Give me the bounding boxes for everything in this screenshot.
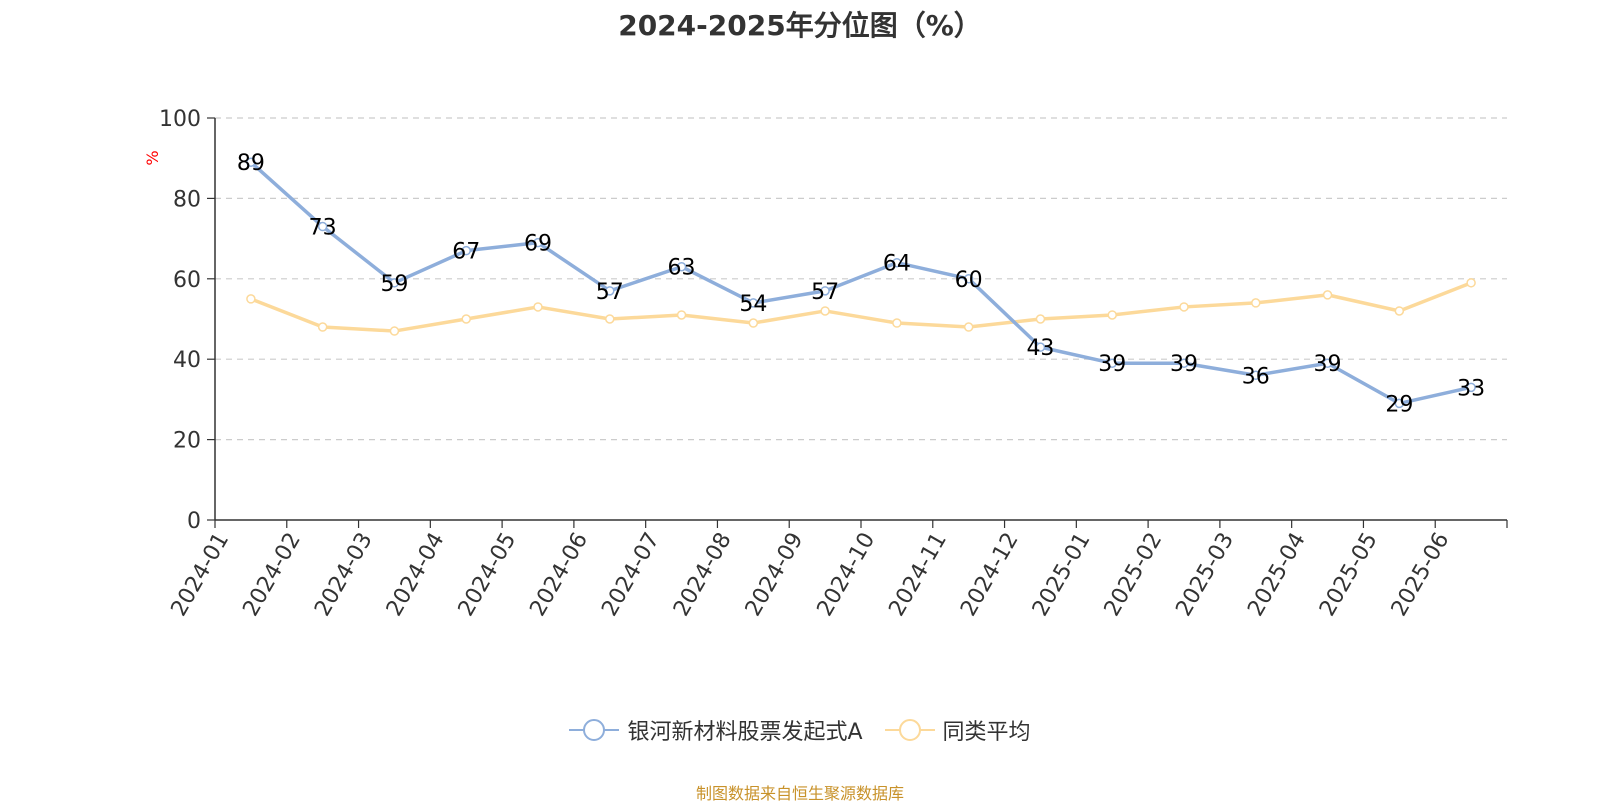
x-tick-label: 2024-06 bbox=[525, 529, 593, 621]
label-layer: 89 73 59 67 69 57 63 54 57 64 60 43 39 39 36 39 29 33 bbox=[237, 151, 1485, 417]
data-point bbox=[1394, 306, 1405, 316]
legend-item[interactable]: 同类平均 bbox=[884, 714, 1031, 746]
data-label: 60 bbox=[955, 268, 983, 293]
y-tick-label: 0 bbox=[187, 509, 201, 534]
series-line bbox=[249, 160, 1473, 406]
y-tick-label: 100 bbox=[159, 107, 201, 132]
data-point bbox=[1322, 290, 1333, 300]
series-layer bbox=[246, 157, 1476, 409]
legend: 银河新材料股票发起式A 同类平均 bbox=[0, 714, 1600, 746]
data-point bbox=[1394, 398, 1405, 409]
legend-symbol-icon bbox=[569, 719, 620, 741]
data-point bbox=[963, 274, 974, 284]
data-point bbox=[1179, 302, 1189, 312]
data-label: 64 bbox=[883, 252, 911, 277]
data-point bbox=[748, 298, 759, 308]
source-note: 制图数据来自恒生聚源数据库 bbox=[695, 784, 904, 803]
x-tick-label: 2024-12 bbox=[956, 529, 1024, 621]
data-point bbox=[1107, 310, 1117, 320]
data-label: 57 bbox=[596, 280, 624, 305]
data-point bbox=[1107, 358, 1117, 368]
data-point bbox=[820, 286, 830, 296]
data-label: 39 bbox=[1170, 352, 1198, 377]
data-label: 54 bbox=[739, 292, 767, 317]
data-point bbox=[1035, 342, 1046, 352]
data-point bbox=[1179, 358, 1189, 368]
data-point bbox=[963, 322, 974, 332]
data-label: 73 bbox=[309, 216, 337, 241]
data-label: 39 bbox=[1314, 352, 1342, 377]
data-label: 29 bbox=[1385, 392, 1413, 417]
x-tick-label: 2025-02 bbox=[1100, 529, 1168, 621]
data-point bbox=[1251, 370, 1261, 381]
x-tick-label: 2024-04 bbox=[382, 529, 450, 621]
data-point bbox=[605, 314, 615, 324]
x-tick-label: 2024-02 bbox=[238, 529, 306, 621]
x-tick-label: 2025-05 bbox=[1315, 529, 1383, 621]
data-point bbox=[533, 302, 543, 312]
legend-marker bbox=[898, 719, 921, 741]
data-point bbox=[317, 221, 328, 232]
y-tick-label: 40 bbox=[173, 348, 201, 373]
data-point bbox=[605, 286, 615, 296]
x-tick-label: 2024-05 bbox=[454, 529, 522, 621]
legend-label: 同类平均 bbox=[942, 720, 1031, 745]
legend-marker bbox=[583, 719, 606, 741]
x-tick-label: 2025-03 bbox=[1171, 529, 1239, 621]
data-label: 43 bbox=[1026, 336, 1054, 361]
x-tick-label: 2024-07 bbox=[597, 529, 665, 621]
data-point bbox=[1035, 314, 1046, 324]
x-tick-label: 2024-01 bbox=[167, 529, 235, 621]
data-point bbox=[389, 278, 400, 288]
chart-title: 2024-2025年分位图（%） bbox=[618, 9, 982, 42]
data-point bbox=[748, 318, 759, 328]
data-point bbox=[820, 306, 830, 316]
data-point bbox=[676, 310, 687, 320]
data-point bbox=[1466, 278, 1476, 288]
x-tick-label: 2025-06 bbox=[1387, 529, 1455, 621]
x-tick-label: 2024-03 bbox=[310, 529, 378, 621]
legend-label: 银河新材料股票发起式A bbox=[627, 720, 863, 745]
x-tick-label: 2024-10 bbox=[813, 529, 881, 621]
y-axis-label: % bbox=[143, 150, 162, 165]
data-point bbox=[389, 326, 400, 336]
series-line bbox=[249, 281, 1473, 333]
data-label: 67 bbox=[452, 240, 480, 265]
x-tick-label: 2025-04 bbox=[1243, 529, 1311, 621]
data-point bbox=[676, 261, 687, 272]
y-tick-label: 80 bbox=[173, 187, 201, 212]
y-tick-label: 20 bbox=[173, 429, 201, 454]
data-point bbox=[246, 294, 256, 304]
y-tick-label: 60 bbox=[173, 268, 201, 293]
data-label: 69 bbox=[524, 232, 552, 257]
data-label: 59 bbox=[380, 272, 408, 297]
legend-item[interactable]: 银河新材料股票发起式A bbox=[569, 714, 863, 746]
x-tick-label: 2024-09 bbox=[741, 529, 809, 621]
x-tick-label: 2024-08 bbox=[669, 529, 737, 621]
data-point bbox=[317, 322, 328, 332]
data-point bbox=[461, 314, 471, 324]
data-point bbox=[1251, 298, 1261, 308]
data-label: 36 bbox=[1242, 364, 1270, 389]
data-point bbox=[533, 237, 543, 248]
data-point bbox=[246, 157, 256, 167]
data-point bbox=[1322, 358, 1333, 368]
data-point bbox=[1466, 382, 1476, 393]
data-label: 89 bbox=[237, 151, 265, 176]
data-label: 33 bbox=[1457, 376, 1485, 401]
x-tick-label: 2024-11 bbox=[884, 529, 952, 621]
data-label: 57 bbox=[811, 280, 839, 305]
data-point bbox=[892, 318, 902, 328]
x-tick-label: 2025-01 bbox=[1028, 529, 1096, 621]
data-label: 63 bbox=[668, 256, 696, 281]
grid-layer bbox=[215, 117, 1507, 441]
data-label: 39 bbox=[1098, 352, 1126, 377]
data-point bbox=[461, 245, 471, 256]
legend-symbol-icon bbox=[884, 719, 935, 741]
data-point bbox=[892, 257, 902, 268]
